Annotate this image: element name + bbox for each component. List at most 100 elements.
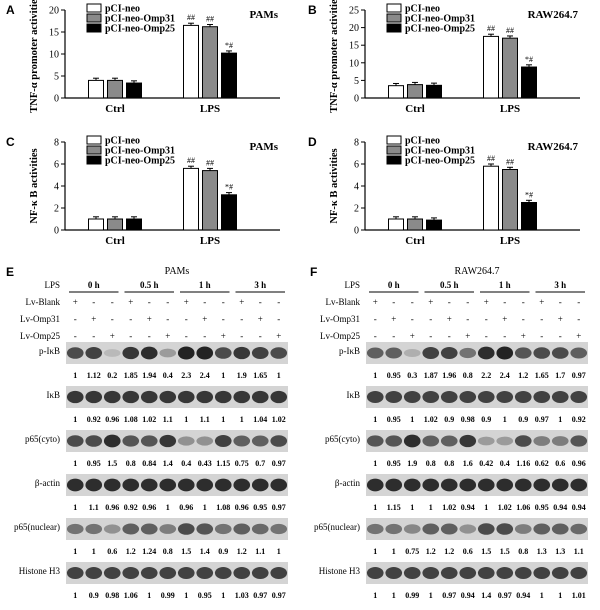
treatment-mark: - [559, 297, 562, 307]
treatment-mark: - [111, 314, 114, 324]
band-quant-value: 0.96 [179, 503, 193, 512]
band-label: IκB [46, 390, 60, 400]
bar [88, 218, 104, 231]
band-label: Histone H3 [319, 566, 361, 576]
bar [388, 218, 404, 231]
blot-band [459, 347, 477, 359]
blot-band [422, 478, 440, 492]
panel-letter-f: F [310, 265, 318, 279]
blot-band [251, 567, 269, 579]
blot-band [551, 436, 569, 446]
band-quant-value: 0.9 [481, 415, 491, 424]
significance-label: ## [187, 156, 195, 165]
legend-swatch [86, 13, 102, 23]
y-axis-label: TNF-α promoter activities [29, 0, 40, 113]
blot-band [514, 435, 532, 447]
legend-label: pCI-neo-Omp31 [105, 14, 175, 25]
blot-band [366, 391, 384, 403]
legend-swatch [86, 155, 102, 165]
blot-band [140, 523, 158, 535]
blot-band [66, 390, 84, 404]
blot-band [440, 523, 458, 535]
blot-band [122, 390, 140, 404]
blot-band [122, 478, 140, 492]
band-quant-value: 0.62 [535, 459, 549, 468]
blot-band [251, 478, 269, 492]
band-quant-value: 0.99 [161, 591, 175, 600]
band-quant-value: 0.7 [255, 459, 265, 468]
y-axis-label: TNF-α promoter activities [329, 0, 340, 113]
blot-band [570, 435, 588, 447]
bar [388, 85, 404, 99]
panel-letter-d: D [308, 135, 317, 149]
band-quant-value: 1.85 [124, 371, 138, 380]
band-label: p-IκB [39, 346, 60, 356]
band-quant-value: 0.98 [105, 591, 119, 600]
band-quant-value: 0.98 [461, 415, 475, 424]
band-quant-value: 1 [73, 547, 77, 556]
band-label: p-IκB [339, 346, 360, 356]
chart-title: RAW264.7 [528, 141, 579, 153]
band-quant-value: 0.97 [498, 591, 512, 600]
blot-band [140, 435, 158, 447]
y-tick-label: 15 [49, 28, 59, 39]
blot-band [177, 567, 195, 579]
treatment-mark: - [74, 314, 77, 324]
treatment-mark: - [259, 297, 262, 307]
blot-band [196, 478, 214, 492]
blot-band [533, 391, 551, 403]
blot-band [533, 478, 551, 492]
x-tick-label: Ctrl [105, 235, 125, 247]
blot-band [422, 347, 440, 359]
band-quant-value: 1 [73, 459, 77, 468]
legend-label: pCI-neo [405, 136, 440, 147]
blot-band [477, 478, 495, 492]
blot-band [85, 347, 103, 359]
band-quant-value: 2.3 [181, 371, 191, 380]
band-quant-value: 0.97 [535, 415, 549, 424]
significance-label: ## [506, 157, 514, 166]
band-quant-value: 1 [73, 503, 77, 512]
band-quant-value: 1.65 [535, 371, 549, 380]
blot-band [103, 349, 121, 357]
blot-band [477, 391, 495, 403]
band-quant-value: 1 [221, 371, 225, 380]
treatment-mark: - [374, 314, 377, 324]
y-tick-label: 4 [354, 182, 359, 193]
blot-band [403, 524, 421, 534]
y-tick-label: 8 [54, 138, 59, 149]
band-quant-value: 0.97 [442, 591, 456, 600]
band-quant-value: 1 [373, 415, 377, 424]
band-quant-value: 0.94 [516, 591, 530, 600]
treatment-mark: - [559, 331, 562, 341]
band-quant-value: 0.96 [105, 415, 119, 424]
treatment-mark: + [447, 314, 452, 324]
treatment-mark: - [392, 297, 395, 307]
treatment-mark: + [202, 314, 207, 324]
band-quant-value: 0.96 [235, 503, 249, 512]
band-quant-value: 1.24 [142, 547, 156, 556]
band-quant-value: 0.95 [87, 459, 101, 468]
significance-label: *# [525, 190, 533, 199]
blot-band [66, 435, 84, 447]
blot-band [440, 567, 458, 579]
blot-band [159, 434, 177, 448]
band-quant-value: 0.96 [572, 459, 586, 468]
band-quant-value: 1 [373, 503, 377, 512]
treatment-mark: - [540, 314, 543, 324]
band-quant-value: 1.08 [216, 503, 230, 512]
blot-band [251, 523, 269, 535]
band-quant-value: 1 [221, 415, 225, 424]
blot-e: PAMs LPS Lv-Blank + - - + - - + - - + - - Lv-Omp31 - + - - +… [14, 266, 288, 600]
panel-letter-c: C [6, 135, 15, 149]
treatment-mark: + [110, 331, 115, 341]
y-axis-label: NF-κ B activities [329, 148, 340, 223]
y-tick-label: 20 [349, 23, 359, 34]
blot-strip [66, 342, 288, 364]
band-quant-value: 0.75 [235, 459, 249, 468]
treatment-mark: - [411, 314, 414, 324]
y-tick-label: 0 [354, 94, 359, 105]
band-quant-value: 1 [240, 415, 244, 424]
legend-swatch [386, 155, 402, 165]
blot-band [103, 478, 121, 492]
